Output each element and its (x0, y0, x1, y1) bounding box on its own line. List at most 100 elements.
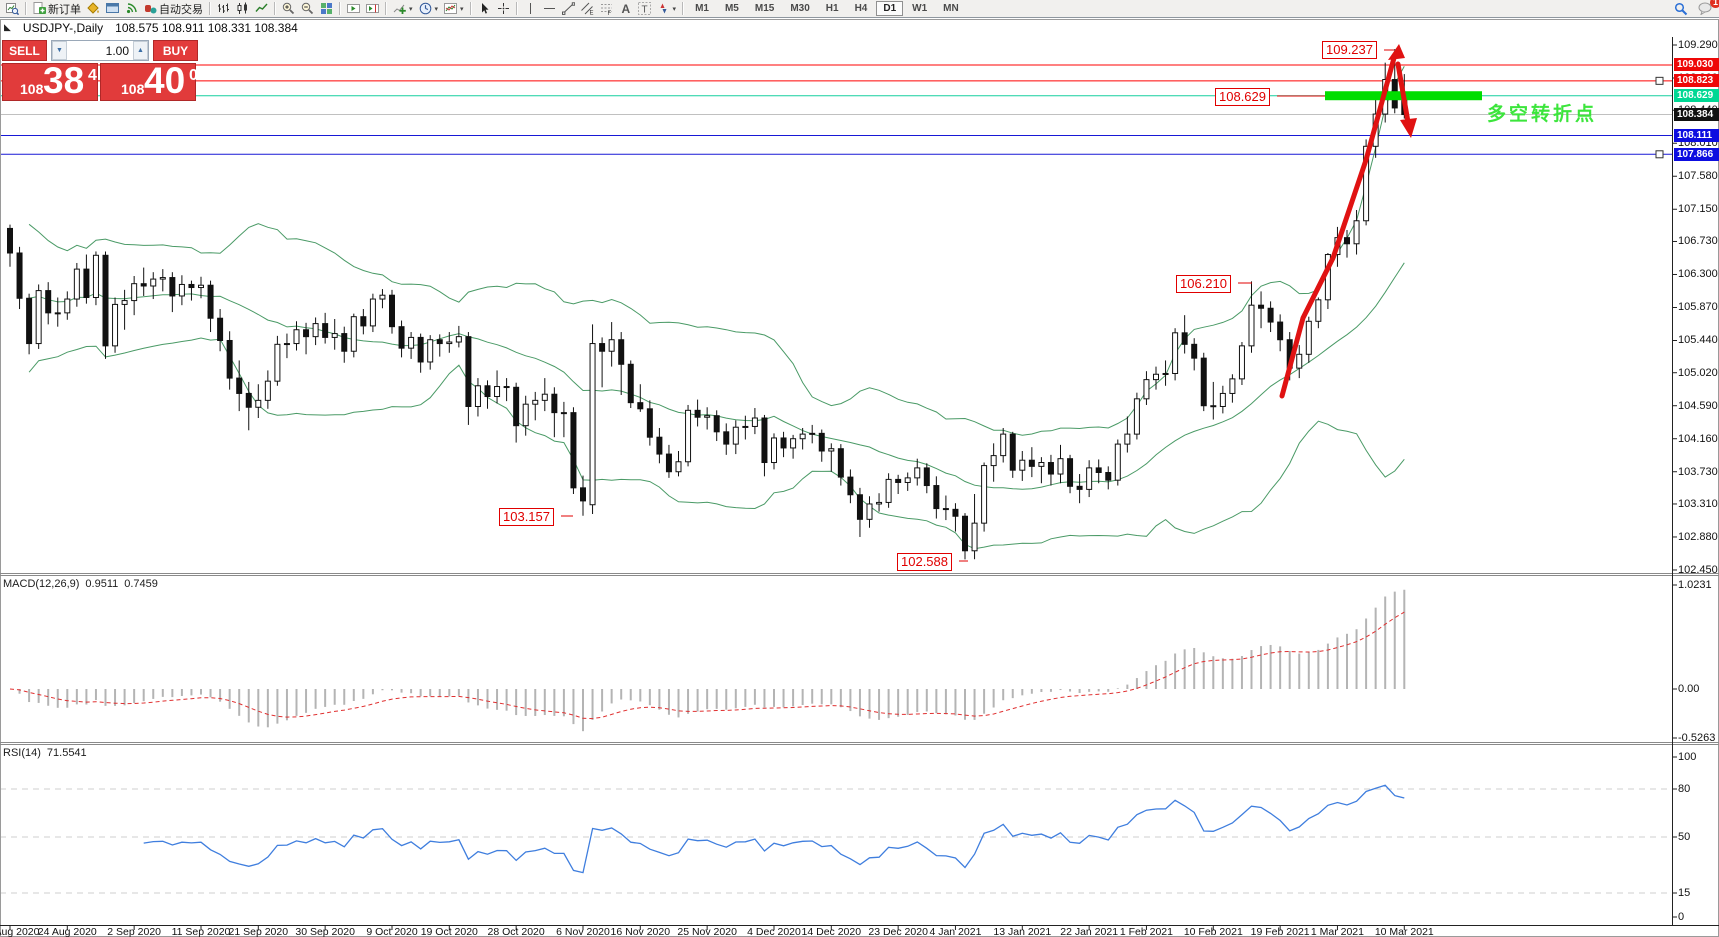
candle-body (1181, 332, 1188, 345)
candle-body (7, 227, 13, 254)
zoom-out-button[interactable] (298, 1, 317, 17)
candle-body (1363, 145, 1370, 222)
preview-button[interactable] (3, 1, 22, 17)
candle-body (1067, 458, 1074, 487)
timeframe-w1[interactable]: W1 (912, 3, 928, 14)
candle-body (981, 465, 988, 524)
trend-arrow-down-stroke[interactable] (1395, 61, 1411, 125)
chat-button[interactable]: 1 (1695, 0, 1719, 17)
candle-body (1296, 353, 1303, 369)
macd-signal-line (9, 611, 1405, 720)
timeframe-m5[interactable]: M5 (724, 3, 739, 14)
zoom-in-button[interactable] (279, 1, 298, 17)
toolbar-right-group: 1 (1671, 0, 1719, 17)
buy-price-sup: 0 (189, 67, 198, 84)
text-button[interactable]: A (616, 1, 635, 17)
candle-body (847, 476, 854, 496)
macd-indicator-label: MACD(12,26,9) 0.9511 0.7459 (3, 578, 164, 590)
vertical-line-button[interactable] (521, 1, 540, 17)
timeframe-h4[interactable]: H4 (854, 3, 868, 14)
text-label-button[interactable]: T (635, 1, 654, 17)
trendline-button[interactable] (559, 1, 578, 17)
buy-price-tile[interactable]: 108 40 0 (100, 60, 198, 101)
chart-shift-button[interactable] (363, 1, 382, 17)
chevron-down-icon[interactable]: ▾ (460, 5, 464, 13)
candle-body (16, 252, 23, 299)
cursor-button[interactable] (475, 1, 494, 17)
new-order-button[interactable]: 新订单 (30, 1, 84, 17)
new-order-icon (33, 2, 46, 14)
chevron-down-icon[interactable]: ▾ (434, 5, 439, 13)
timeframe-d1[interactable]: D1 (876, 1, 904, 16)
buy-button[interactable]: BUY (153, 40, 198, 61)
chevron-down-icon[interactable]: ▾ (672, 5, 677, 13)
candles[interactable] (7, 49, 1408, 560)
bollinger-middle-band (29, 262, 1405, 490)
candle-body (236, 377, 243, 394)
candle-body (589, 343, 596, 506)
auto-trading-button-label: 自动交易 (159, 3, 203, 16)
volume-value[interactable]: 1.00 (105, 44, 129, 58)
buy-price-prefix: 108 (121, 81, 145, 97)
candle-body (809, 432, 816, 435)
candle-body (665, 453, 672, 473)
candle-body (455, 336, 462, 343)
svg-text:F: F (607, 11, 611, 15)
search-button[interactable] (1671, 1, 1691, 17)
auto-trading-button[interactable]: 自动交易 (141, 1, 206, 17)
line-handle[interactable] (1655, 150, 1664, 159)
svg-text:T: T (641, 5, 647, 16)
periods-button[interactable]: ▾ (416, 1, 442, 17)
volume-stepper[interactable]: ▼ 1.00 ▲ (51, 40, 149, 61)
chart-magnifier-icon (6, 3, 19, 15)
candle-body (350, 316, 357, 352)
candle-body (1315, 299, 1322, 322)
trend-arrow-up-stroke[interactable] (1279, 55, 1397, 399)
candle-body (379, 294, 386, 300)
candlestick-chart-button[interactable] (233, 1, 252, 17)
styler-button[interactable] (84, 1, 103, 17)
tile-windows-button[interactable] (317, 1, 336, 17)
timeframe-mn[interactable]: MN (943, 3, 959, 14)
line-handle[interactable] (1655, 76, 1664, 85)
candle-body (112, 303, 119, 347)
timeframe-m15[interactable]: M15 (754, 3, 775, 14)
candle-body (465, 336, 472, 407)
timeframe-m30[interactable]: M30 (790, 3, 810, 14)
sell-price-sup: 4 (88, 67, 97, 84)
volume-increase-button[interactable]: ▲ (133, 41, 148, 60)
chat-unread-badge: 1 (1709, 0, 1719, 8)
sell-price-tile[interactable]: 108 38 4 (2, 60, 98, 101)
candle-body (771, 437, 777, 464)
crosshair-button[interactable] (494, 1, 513, 17)
line-chart-button[interactable] (252, 1, 271, 17)
chevron-down-icon[interactable]: ▾ (409, 5, 413, 13)
level-lines[interactable] (0, 64, 1672, 155)
zoom-out-icon (301, 2, 314, 15)
chinese-annotation[interactable]: 多空转折点 (1487, 104, 1598, 125)
signals-button[interactable] (122, 1, 141, 17)
auto-scroll-button[interactable] (344, 1, 363, 17)
bar-chart-button[interactable] (214, 1, 233, 17)
horizontal-line-button[interactable] (540, 1, 559, 17)
timeframe-h1[interactable]: H1 (825, 3, 839, 14)
fibonacci-button[interactable]: F (597, 1, 616, 17)
macd-name: MACD(12,26,9) (3, 578, 80, 590)
candle-body (341, 333, 348, 352)
candle-body (1028, 459, 1035, 467)
toolbar-separator (25, 2, 27, 15)
profiles-button[interactable] (103, 1, 122, 17)
volume-decrease-button[interactable]: ▼ (52, 41, 67, 60)
templates-button[interactable]: ▾ (441, 1, 467, 17)
timeframe-m1[interactable]: M1 (695, 3, 709, 14)
candle-body (1200, 357, 1207, 407)
indicators-button[interactable]: ▾ (390, 1, 416, 17)
sell-button[interactable]: SELL (2, 40, 47, 61)
candle-body (102, 254, 109, 347)
bollinger-lower-band (28, 337, 1405, 550)
equidistant-channel-button[interactable]: E (578, 1, 597, 17)
arrows-button[interactable]: ▾ (654, 1, 680, 17)
candle-body (159, 277, 166, 280)
